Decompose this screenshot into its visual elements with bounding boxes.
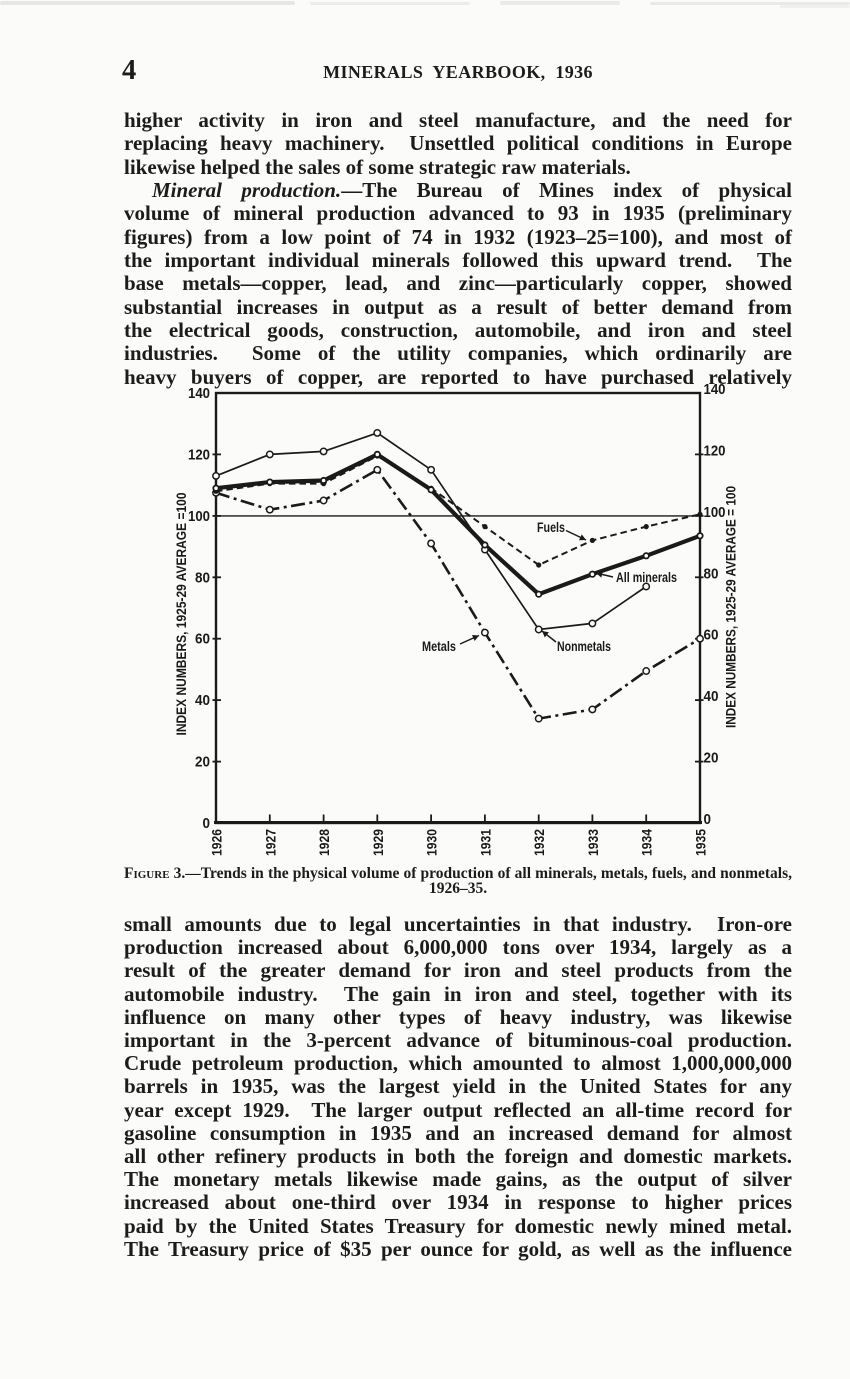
svg-text:All minerals: All minerals bbox=[616, 569, 677, 585]
svg-text:100: 100 bbox=[704, 505, 726, 521]
svg-text:80: 80 bbox=[704, 566, 719, 582]
svg-text:1928: 1928 bbox=[316, 829, 332, 856]
svg-text:140: 140 bbox=[188, 386, 210, 402]
svg-text:40: 40 bbox=[704, 689, 719, 705]
svg-text:80: 80 bbox=[195, 570, 210, 586]
svg-text:Fuels: Fuels bbox=[537, 519, 565, 535]
svg-text:Metals: Metals bbox=[422, 638, 456, 654]
svg-text:1929: 1929 bbox=[370, 829, 386, 856]
svg-text:0: 0 bbox=[203, 816, 211, 832]
svg-text:1935: 1935 bbox=[693, 829, 709, 856]
svg-text:1930: 1930 bbox=[424, 829, 440, 856]
svg-text:60: 60 bbox=[195, 632, 210, 648]
svg-text:20: 20 bbox=[704, 751, 719, 767]
svg-text:1932: 1932 bbox=[531, 829, 547, 856]
svg-text:40: 40 bbox=[195, 693, 210, 709]
svg-text:1927: 1927 bbox=[262, 829, 278, 856]
svg-text:0: 0 bbox=[704, 812, 712, 828]
svg-text:INDEX NUMBERS, 1925-29 AVERAGE: INDEX NUMBERS, 1925-29 AVERAGE =100 bbox=[174, 493, 189, 736]
svg-text:60: 60 bbox=[704, 628, 719, 644]
svg-text:1926: 1926 bbox=[209, 829, 225, 856]
svg-text:120: 120 bbox=[704, 443, 726, 459]
svg-text:1933: 1933 bbox=[585, 829, 601, 856]
svg-text:1931: 1931 bbox=[477, 829, 493, 856]
svg-text:Nonmetals: Nonmetals bbox=[557, 638, 611, 654]
svg-text:1934: 1934 bbox=[639, 829, 655, 856]
svg-text:100: 100 bbox=[188, 509, 210, 525]
svg-text:140: 140 bbox=[704, 382, 726, 398]
svg-text:20: 20 bbox=[195, 755, 210, 771]
svg-text:INDEX NUMBERS, 1925-29 AVERAGE: INDEX NUMBERS, 1925-29 AVERAGE = 100 bbox=[724, 486, 739, 728]
svg-text:120: 120 bbox=[188, 447, 210, 463]
